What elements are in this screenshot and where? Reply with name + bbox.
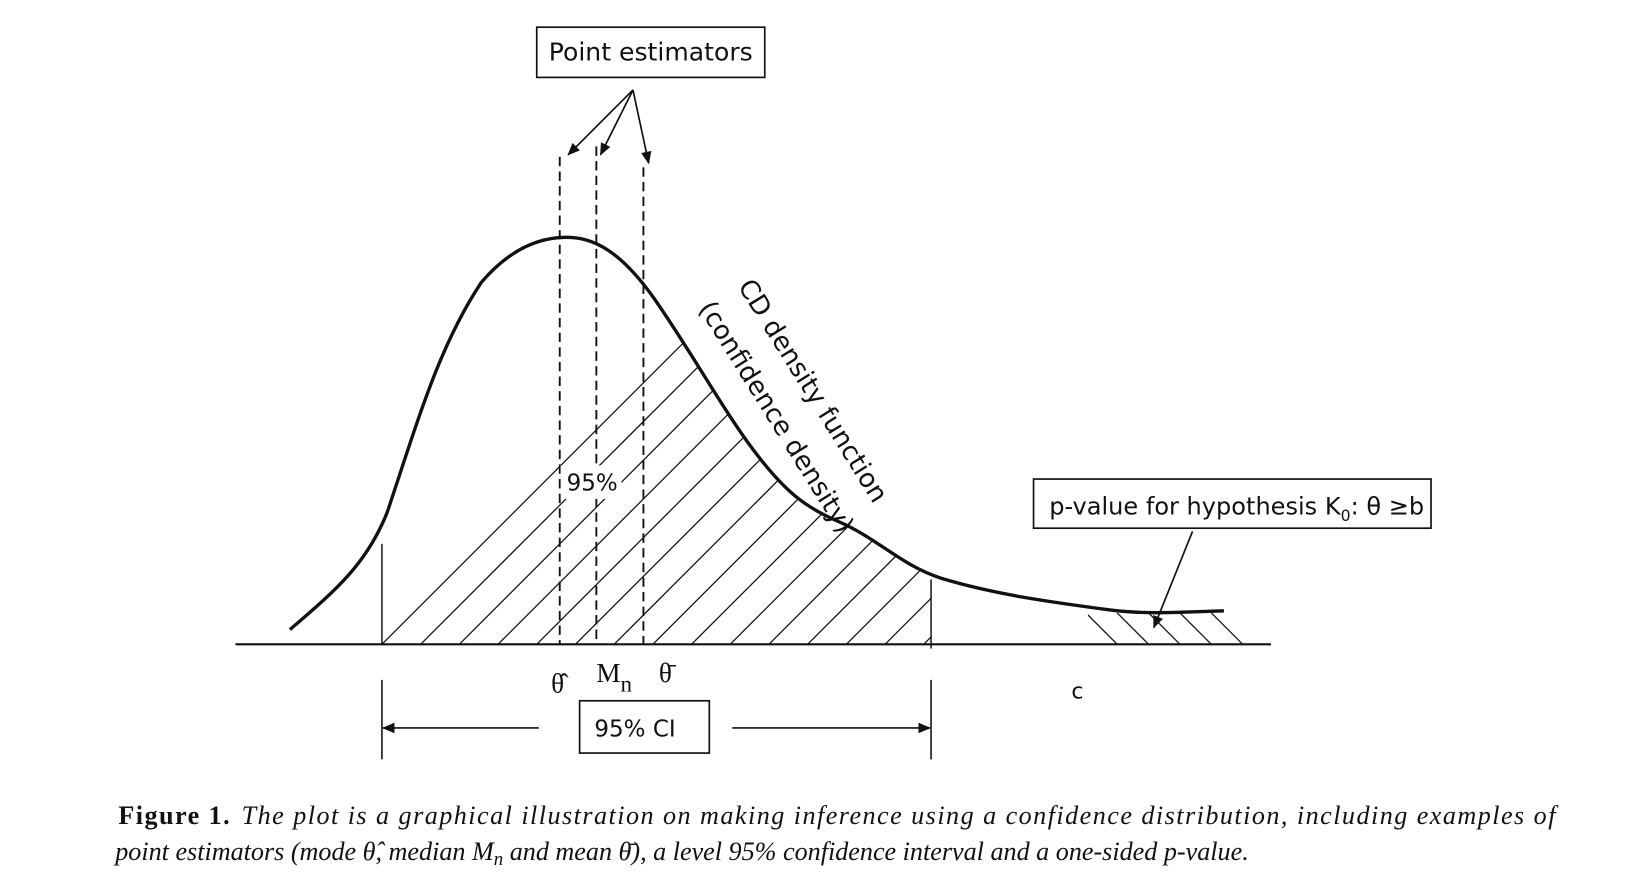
pvalue-label: p-value for hypothesis K0: θ ≥b [1049,493,1424,525]
hatch-line [884,237,932,645]
ci-label: 95% CI [594,716,675,742]
caption-line: point estimators (mode θ̂, median Mn and… [113,837,1249,870]
hatch-line [1116,612,1150,645]
hatch-line [1179,612,1212,645]
hatch-line [652,237,932,645]
hatch-line [845,237,932,645]
caption-text: and mean θ̄), a level 95% confidence int… [503,837,1249,866]
median-label: Mn [596,658,632,696]
caption-text: The plot is a graphical illustration on … [242,801,1560,830]
hatch-line [691,237,932,645]
hatch-line [1210,612,1244,645]
median-sub: n [621,670,633,696]
pvalue-box [1032,478,1432,530]
hatch-line [536,237,932,645]
caption-text: point estimators (mode θ̂, median M [113,837,495,866]
pvalue-sub: 0 [1341,506,1351,525]
mode-label: θ̂ [551,668,569,698]
hatch-line [1148,612,1181,645]
caption-label: Figure 1. [118,801,229,830]
median-label: M [596,658,620,688]
hatch-line [923,237,932,645]
pvalue-text: p-value for hypothesis K [1049,493,1342,521]
hatch-line [381,237,822,645]
hatch-line [497,237,932,645]
pvalue-rest: : θ ≥b [1351,493,1425,521]
callout-label: Point estimators [549,38,753,67]
hatch-line [768,237,932,645]
density-curve [288,235,1224,631]
hatch [381,237,1244,645]
ci-markers [381,679,932,760]
area-label: 95% [567,471,618,497]
pvalue-arrow [1153,531,1194,629]
hatch-line [729,237,932,645]
hatch-line [1087,612,1118,645]
label-bg [560,465,622,499]
caption-line: Figure 1. The plot is a graphical illustr… [118,801,1559,830]
c-label: c [1071,680,1083,705]
ci-box [578,699,711,754]
hatch-line [807,237,932,645]
estimator-lines [558,146,645,645]
callout-box [535,26,766,79]
caption-sub: n [494,849,503,870]
mean-label: θ̄ [659,658,677,688]
callout-arrows [567,89,652,165]
